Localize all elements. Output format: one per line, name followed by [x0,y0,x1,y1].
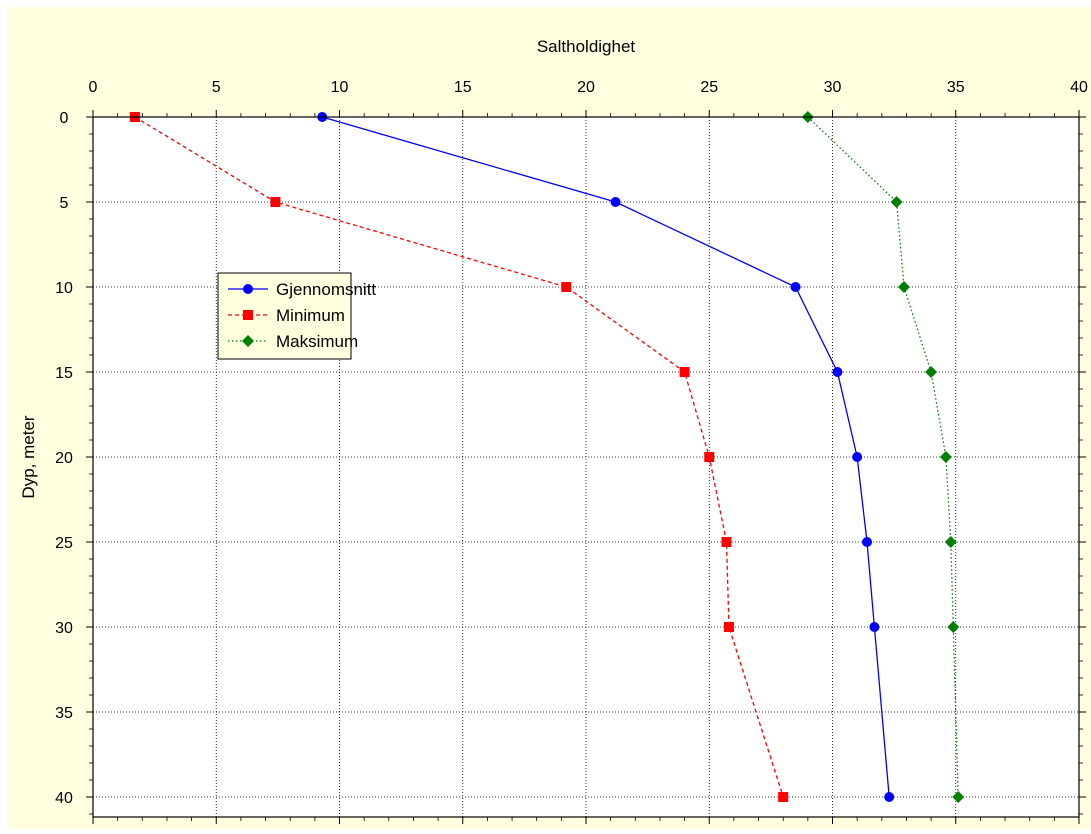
data-point-minimum [561,282,572,292]
y-tick-label: 15 [55,365,73,382]
data-point-gjennomsnitt [884,792,895,802]
data-point-maksimum [890,196,903,208]
data-point-maksimum [939,451,952,463]
legend-label: Minimum [276,306,345,325]
legend-marker [243,310,253,320]
legend-marker [243,284,253,294]
y-tick-label: 35 [55,705,73,722]
series-line-maksimum [807,116,959,798]
y-tick-label: 5 [60,195,69,212]
data-point-gjennomsnitt [869,622,880,632]
x-tick-label: 15 [454,79,472,96]
axis-labels: 0 5 10 15 20 25 30 35 40 0 5 10 15 20 25 30 35 40 [55,79,1088,807]
legend-label: Gjennomsnitt [276,280,376,299]
series-gjennomsnitt [317,112,895,802]
data-point-minimum [778,792,789,802]
y-tick-label: 40 [55,790,73,807]
data-point-gjennomsnitt [790,282,801,292]
y-axis-title: Dyp, meter [19,415,38,498]
x-tick-label: 30 [824,79,842,96]
x-tick-label: 0 [89,79,98,96]
data-point-maksimum [925,366,938,378]
plot-frame [92,116,1080,818]
x-tick-label: 35 [947,79,965,96]
x-axis-title: Saltholdighet [537,37,636,56]
data-point-gjennomsnitt [610,197,621,207]
data-point-minimum [704,452,715,462]
data-point-maksimum [944,536,957,548]
data-point-maksimum [952,791,965,803]
series-line-gjennomsnitt [322,116,890,798]
x-tick-label: 20 [577,79,595,96]
data-point-minimum [270,197,281,207]
legend: Gjennomsnitt Minimum Maksimum [217,272,376,360]
y-tick-label: 0 [60,110,69,127]
axis-ticks [86,110,1086,824]
data-point-minimum [723,622,734,632]
x-tick-label: 40 [1070,79,1088,96]
data-point-gjennomsnitt [862,537,873,547]
data-point-minimum [721,537,732,547]
plot-area [93,117,1079,817]
x-tick-label: 5 [212,79,221,96]
x-tick-label: 25 [700,79,718,96]
data-point-gjennomsnitt [832,367,843,377]
legend-box [217,272,352,360]
legend-label: Maksimum [276,332,358,351]
data-point-maksimum [897,281,910,293]
y-tick-label: 20 [55,450,73,467]
data-point-gjennomsnitt [852,452,863,462]
y-tick-label: 30 [55,620,73,637]
x-tick-label: 10 [331,79,349,96]
data-point-maksimum [947,621,960,633]
legend-marker [242,335,254,347]
data-point-minimum [679,367,690,377]
y-tick-label: 10 [55,280,73,297]
y-tick-label: 25 [55,535,73,552]
